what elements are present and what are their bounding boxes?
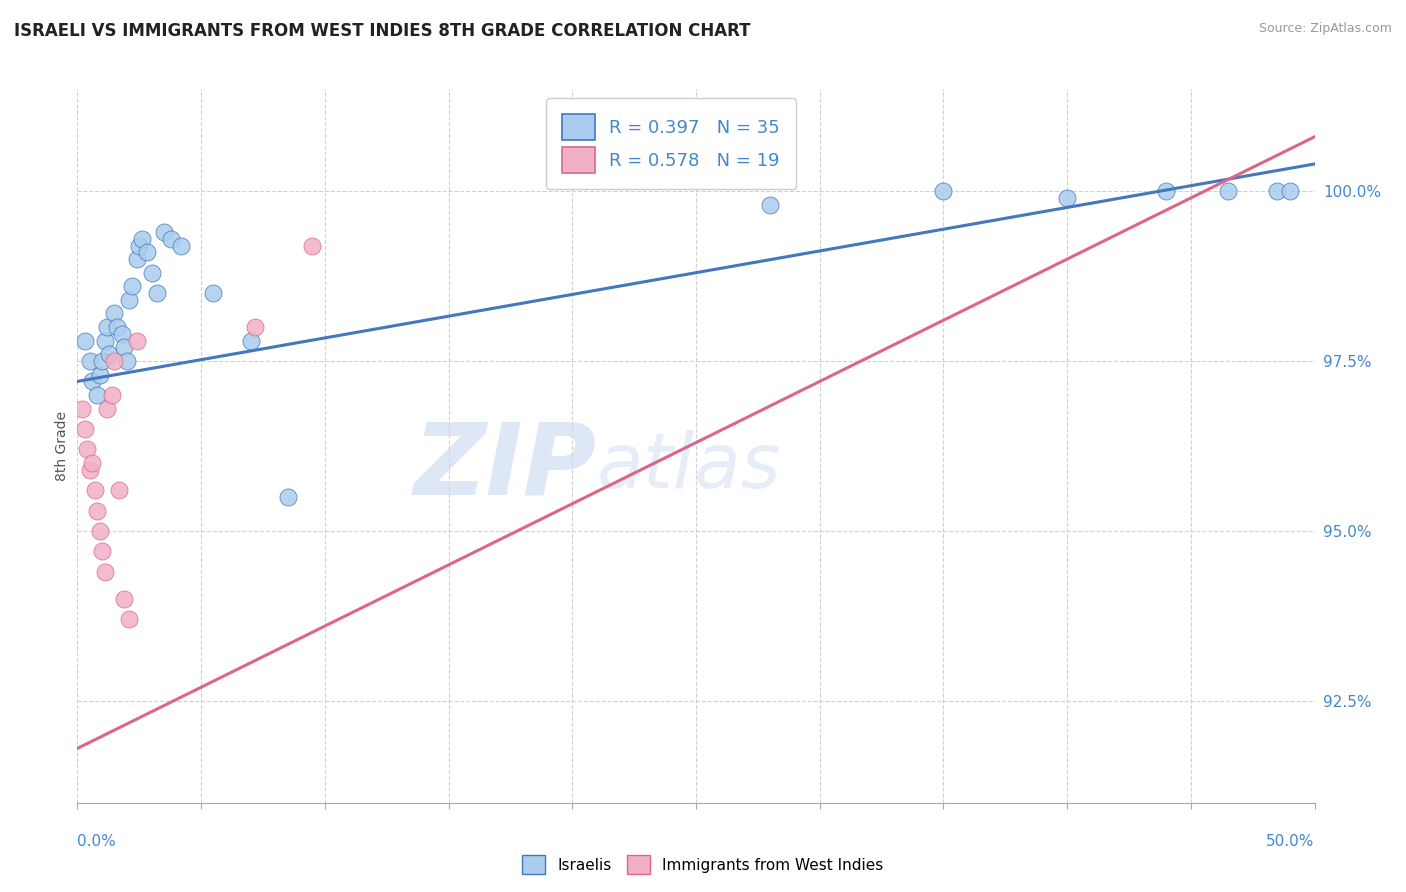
Text: ISRAELI VS IMMIGRANTS FROM WEST INDIES 8TH GRADE CORRELATION CHART: ISRAELI VS IMMIGRANTS FROM WEST INDIES 8…	[14, 22, 751, 40]
Text: Source: ZipAtlas.com: Source: ZipAtlas.com	[1258, 22, 1392, 36]
Point	[79, 354, 101, 368]
Point	[141, 266, 163, 280]
Point	[118, 612, 141, 626]
Point	[103, 306, 125, 320]
Point	[79, 463, 101, 477]
Point	[121, 279, 143, 293]
Point	[73, 422, 96, 436]
Point	[96, 401, 118, 416]
Point	[112, 341, 135, 355]
Point	[131, 232, 153, 246]
Point	[170, 238, 193, 252]
Point	[125, 334, 148, 348]
Point	[105, 320, 128, 334]
Point	[86, 388, 108, 402]
Point	[277, 490, 299, 504]
Point	[128, 238, 150, 252]
Point	[89, 368, 111, 382]
Point	[160, 232, 183, 246]
Point	[1267, 184, 1289, 198]
Point	[1278, 184, 1301, 198]
Point	[145, 286, 167, 301]
Point	[82, 375, 104, 389]
Point	[1056, 191, 1078, 205]
Point	[73, 334, 96, 348]
Point	[245, 320, 267, 334]
Point	[111, 326, 134, 341]
Point	[239, 334, 262, 348]
Point	[89, 524, 111, 538]
Point	[82, 456, 104, 470]
Point	[301, 238, 323, 252]
Legend: Israelis, Immigrants from West Indies: Israelis, Immigrants from West Indies	[516, 849, 890, 880]
Point	[91, 544, 114, 558]
Point	[115, 354, 138, 368]
Point	[759, 198, 782, 212]
Point	[72, 401, 94, 416]
Point	[202, 286, 225, 301]
Point	[125, 252, 148, 266]
Point	[76, 442, 98, 457]
Point	[98, 347, 121, 361]
Text: 50.0%: 50.0%	[1267, 834, 1315, 849]
Point	[91, 354, 114, 368]
Point	[153, 225, 176, 239]
Legend: R = 0.397   N = 35, R = 0.578   N = 19: R = 0.397 N = 35, R = 0.578 N = 19	[546, 98, 796, 189]
Text: atlas: atlas	[598, 431, 782, 504]
Point	[96, 320, 118, 334]
Point	[108, 483, 131, 498]
Point	[1154, 184, 1177, 198]
Text: 0.0%: 0.0%	[77, 834, 117, 849]
Y-axis label: 8th Grade: 8th Grade	[55, 411, 69, 481]
Point	[135, 245, 157, 260]
Point	[118, 293, 141, 307]
Point	[83, 483, 105, 498]
Point	[103, 354, 125, 368]
Point	[112, 591, 135, 606]
Text: ZIP: ZIP	[413, 419, 598, 516]
Point	[932, 184, 955, 198]
Point	[101, 388, 124, 402]
Point	[93, 565, 115, 579]
Point	[1216, 184, 1239, 198]
Point	[86, 503, 108, 517]
Point	[93, 334, 115, 348]
